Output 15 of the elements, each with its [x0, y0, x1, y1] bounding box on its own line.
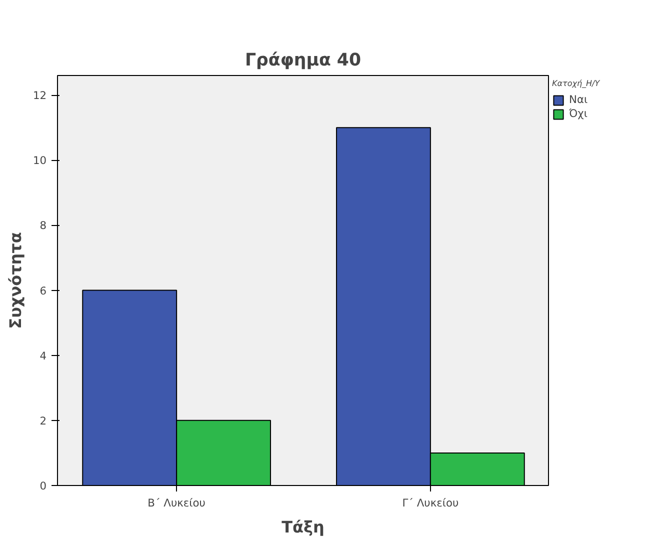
- y-tick-label: 12: [32, 89, 47, 102]
- x-tick-label: Γ΄ Λυκείου: [402, 496, 459, 510]
- y-tick-label: 4: [40, 349, 47, 362]
- legend-title: Κατοχή_Η/Υ: [552, 79, 600, 88]
- y-tick-label: 8: [40, 219, 47, 232]
- x-tick-label: Β΄ Λυκείου: [148, 496, 206, 510]
- y-axis-title: Συχνότητα: [6, 232, 25, 329]
- y-tick-label: 6: [40, 284, 47, 298]
- legend-label: Ναι: [569, 93, 589, 106]
- y-tick-label: 10: [32, 154, 47, 168]
- y-tick-label: 2: [40, 414, 46, 428]
- chart-title: Γράφημα 40: [244, 50, 362, 70]
- y-tick-label: 0: [40, 480, 47, 492]
- x-axis-title: Τάξη: [282, 518, 324, 536]
- legend-label: Όχι: [569, 107, 588, 120]
